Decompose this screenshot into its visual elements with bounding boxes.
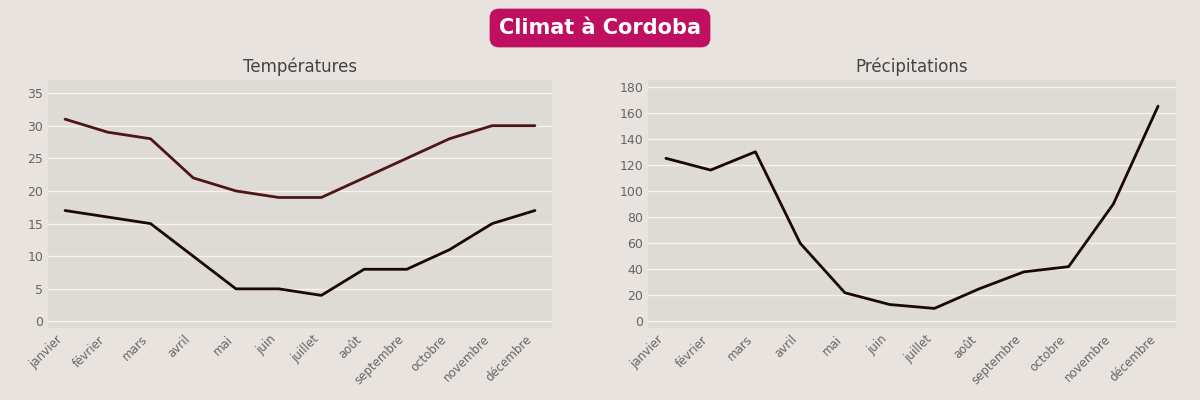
Title: Précipitations: Précipitations (856, 57, 968, 76)
Title: Températures: Températures (242, 57, 358, 76)
Text: Climat à Cordoba: Climat à Cordoba (499, 18, 701, 38)
